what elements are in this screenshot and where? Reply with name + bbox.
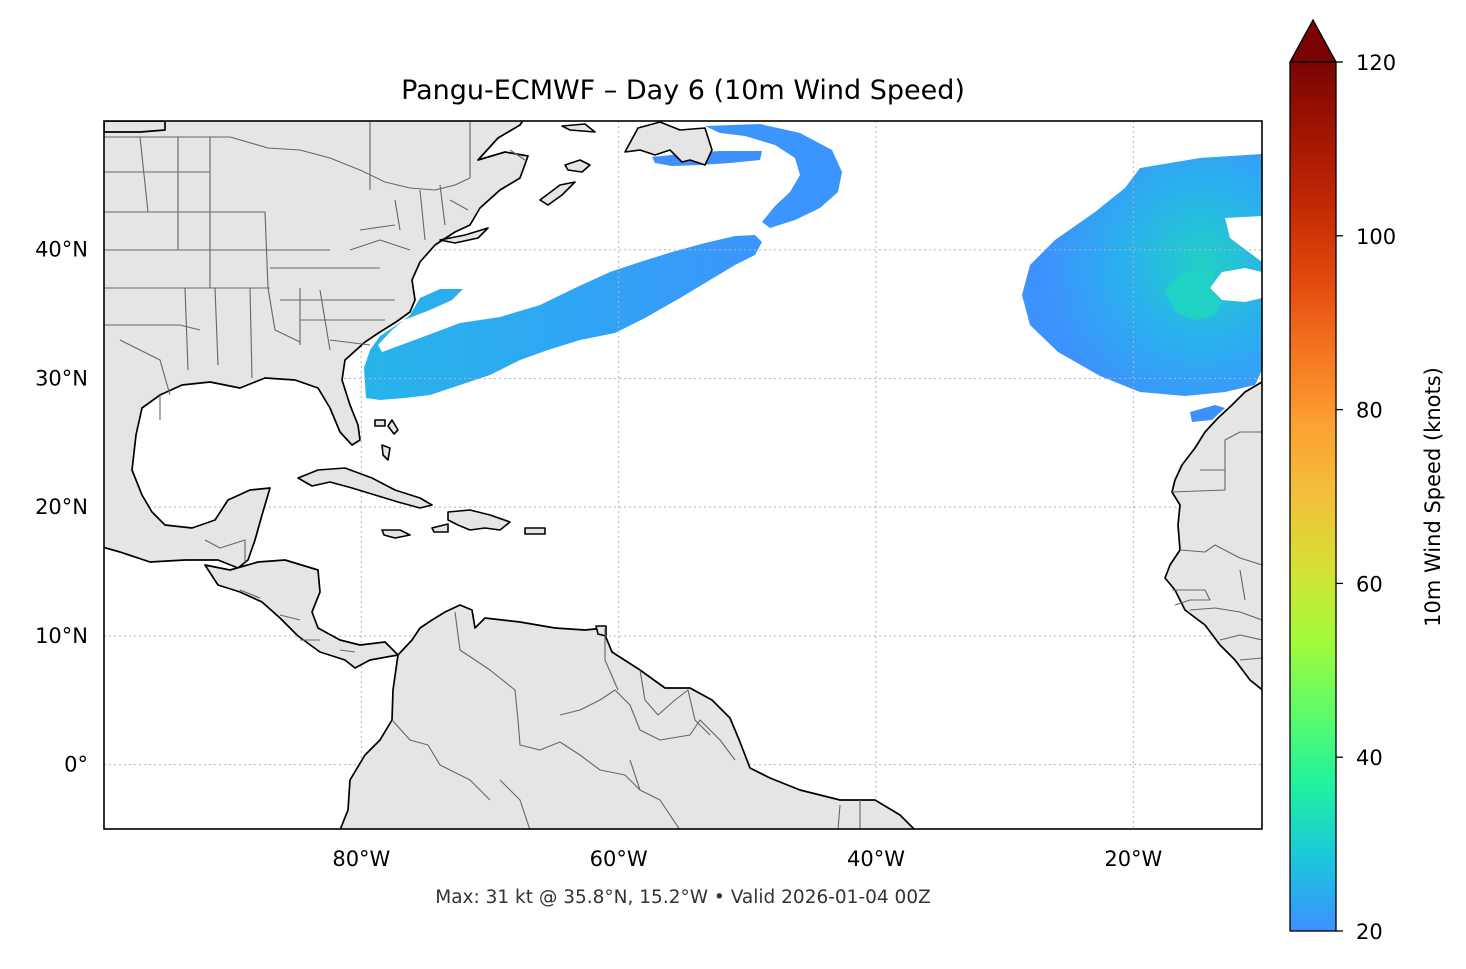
colorbar-tick-label: 60 — [1356, 572, 1383, 596]
colorbar: 20 40 60 80 100 120 10m Wind Speed (knots) — [1288, 18, 1445, 944]
colorbar-tick-label: 120 — [1356, 51, 1396, 75]
colorbar-extend-triangle — [1288, 18, 1338, 63]
lat-tick-label: 30°N — [35, 366, 88, 390]
border-us-states — [104, 136, 469, 420]
map-title: Pangu-ECMWF – Day 6 (10m Wind Speed) — [401, 75, 965, 106]
border-canada-provinces — [369, 121, 526, 190]
longitude-labels: 80°W 60°W 40°W 20°W — [332, 847, 1162, 871]
lat-tick-label: 10°N — [35, 624, 88, 648]
colorbar-tick-label: 20 — [1356, 920, 1383, 944]
lat-tick-label: 40°N — [35, 238, 88, 262]
wind-low-eastern-atlantic — [1022, 154, 1262, 396]
colorbar-tick-label: 100 — [1356, 225, 1396, 249]
lon-tick-label: 80°W — [332, 847, 390, 871]
border-africa — [1171, 431, 1262, 661]
wind-core-eastern-atlantic — [1165, 268, 1222, 320]
land-central-america — [204, 559, 399, 669]
wind-patch-canaries — [1190, 405, 1225, 422]
political-borders — [104, 121, 1262, 829]
land-europe-edge — [104, 121, 166, 133]
island-hispaniola — [447, 509, 511, 531]
island-trinidad — [595, 625, 607, 637]
colorbar-gradient — [1289, 61, 1337, 932]
lat-tick-label: 20°N — [35, 495, 88, 519]
land-africa — [1164, 381, 1262, 691]
colorbar-ticks: 20 40 60 80 100 120 — [1336, 51, 1396, 944]
island-long-island — [439, 227, 489, 244]
border-mexico-central — [204, 539, 356, 653]
island-cape-breton — [564, 159, 591, 173]
island-puerto-rico — [524, 527, 546, 535]
lon-tick-label: 40°W — [847, 847, 905, 871]
map-footer: Max: 31 kt @ 35.8°N, 15.2°W • Valid 2026… — [435, 887, 931, 908]
map-frame — [103, 120, 1263, 830]
colorbar-tick-label: 40 — [1356, 746, 1383, 770]
wind-arc-newfoundland — [705, 124, 842, 228]
map-panel[interactable] — [95, 110, 1275, 830]
colorbar-tick-label: 80 — [1356, 399, 1383, 423]
island-bahamas — [374, 419, 449, 533]
lat-tick-label: 0° — [64, 753, 88, 777]
border-south-america — [391, 611, 861, 829]
colorbar-label: 10m Wind Speed (knots) — [1421, 367, 1445, 627]
wind-band-us-east-coast — [364, 235, 762, 400]
lon-tick-label: 20°W — [1104, 847, 1162, 871]
lon-tick-label: 60°W — [590, 847, 648, 871]
island-nova-scotia — [539, 181, 576, 206]
island-newfoundland — [624, 121, 713, 166]
land-south-america — [339, 604, 916, 829]
island-prince-edward — [561, 123, 596, 133]
island-jamaica — [381, 529, 411, 539]
latitude-labels: 40°N 30°N 20°N 10°N 0° — [35, 238, 88, 777]
border-us-canada — [104, 136, 471, 191]
island-cuba — [297, 467, 433, 509]
